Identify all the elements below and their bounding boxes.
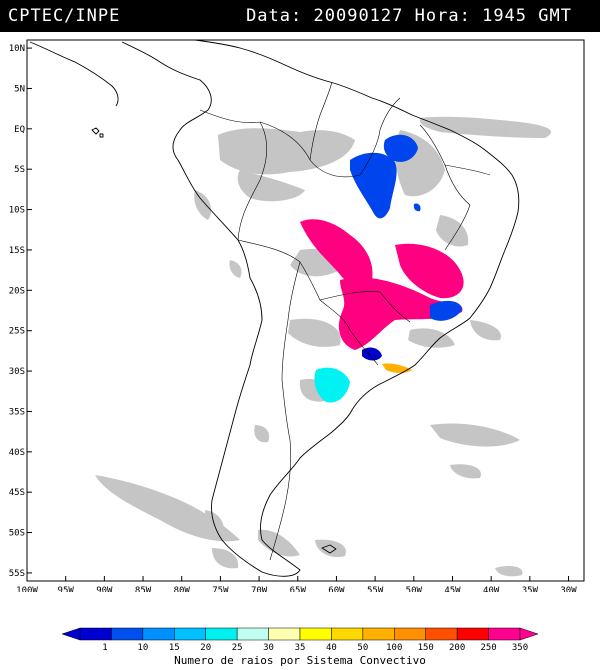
lon-tick-label: 60W <box>328 586 345 592</box>
lon-tick-label: 70W <box>251 586 268 592</box>
legend-label: 15 <box>169 643 180 653</box>
lat-tick-label: 10S <box>9 206 25 216</box>
lon-tick-label: 90W <box>96 586 113 592</box>
system-blue-east <box>430 300 462 321</box>
legend-color-box <box>142 627 175 641</box>
lon-tick-label: 55W <box>367 586 384 592</box>
legend-label: 250 <box>480 643 496 653</box>
lat-tick-label: 30S <box>9 367 25 377</box>
legend-label: 150 <box>418 643 434 653</box>
system-magenta-central-west <box>300 219 373 287</box>
system-blue-north <box>383 134 418 162</box>
legend-color-box <box>79 627 112 641</box>
legend-color-box <box>236 627 269 641</box>
lon-tick-label: 50W <box>406 586 423 592</box>
lat-tick-label: 25S <box>9 327 25 337</box>
legend-label: 25 <box>232 643 243 653</box>
legend-color-box <box>394 627 426 641</box>
lon-tick-label: 80W <box>174 586 191 592</box>
lon-tick-label: 35W <box>522 586 539 592</box>
source-label: CPTEC/INPE <box>8 6 121 26</box>
lat-tick-label: 40S <box>9 448 25 458</box>
lat-tick-label: 50S <box>9 529 25 539</box>
legend-color-box <box>205 627 238 641</box>
lat-tick-label: 45S <box>9 488 25 498</box>
timestamp: Data: 20090127 Hora: 1945 GMT <box>246 6 572 26</box>
lat-tick-label: 5S <box>14 165 25 175</box>
legend-arrow-left <box>61 627 81 641</box>
lat-tick-label: 35S <box>9 407 25 417</box>
lon-tick-label: 85W <box>135 586 152 592</box>
lon-tick-label: 75W <box>212 586 229 592</box>
legend-label: 30 <box>263 643 274 653</box>
date-label: Data: <box>246 6 303 26</box>
map-header: CPTEC/INPE Data: 20090127 Hora: 1945 GMT <box>0 0 600 32</box>
lat-tick-label: 10N <box>9 44 25 54</box>
central-america-coastline <box>29 41 119 107</box>
legend-label: 100 <box>386 643 402 653</box>
legend-color-box <box>488 627 521 641</box>
legend-color-box <box>456 627 489 641</box>
system-blue-amazon <box>350 152 397 219</box>
lon-tick-label: 40W <box>483 586 500 592</box>
legend-label: 35 <box>295 643 306 653</box>
coastlines <box>29 39 520 577</box>
lat-tick-label: EQ <box>14 125 25 135</box>
legend-color-box <box>174 627 206 641</box>
lon-tick-label: 95W <box>58 586 75 592</box>
hour-label: Hora: <box>414 6 471 26</box>
legend-label: 20 <box>200 643 211 653</box>
south-america-coastline <box>121 39 520 577</box>
lon-axis: 100W 95W 90W 85W 80W 75W 70W 65W 60W 55W 50W 45W 40W… <box>16 576 577 592</box>
legend-color-box <box>299 627 332 641</box>
falklands <box>321 544 337 554</box>
legend-boxes <box>61 627 539 641</box>
legend-color-box <box>111 627 144 641</box>
legend-labels: 1 10 15 20 25 30 35 40 50 100 150 200 250 350 <box>102 643 528 653</box>
date-value: 20090127 <box>313 6 404 26</box>
system-blue-south <box>362 347 382 361</box>
system-magenta-south <box>338 277 463 350</box>
color-legend: 1 10 15 20 25 30 35 40 50 100 150 200 250 350 <box>61 627 539 653</box>
legend-color-box <box>331 627 364 641</box>
legend-color-box <box>268 627 301 641</box>
country-borders <box>199 81 491 561</box>
lat-tick-label: 15S <box>9 246 25 256</box>
system-orange <box>382 363 412 373</box>
galapagos <box>91 127 104 138</box>
lon-tick-label: 100W <box>16 586 38 592</box>
system-blue-small <box>413 203 421 212</box>
lat-tick-label: 20S <box>9 286 25 296</box>
legend-arrow-right <box>519 627 539 641</box>
lon-tick-label: 30W <box>560 586 577 592</box>
legend-label: 1 <box>102 643 107 653</box>
legend-label: 200 <box>449 643 465 653</box>
system-magenta-central-east <box>395 243 464 299</box>
lon-tick-label: 65W <box>290 586 307 592</box>
legend-color-box <box>362 627 395 641</box>
legend-label: 350 <box>512 643 528 653</box>
hour-value: 1945 <box>482 6 528 26</box>
lon-tick-label: 45W <box>444 586 461 592</box>
lightning-map: 10N5NEQ5S10S15S20S25S30S35S40S45S50S55S … <box>9 39 585 592</box>
legend-label: 50 <box>357 643 368 653</box>
lightning-systems <box>300 134 464 403</box>
timezone: GMT <box>538 6 572 26</box>
lat-axis: 10N 5N EQ 5S 10S 15S 20S 25S 30S 35S 40S 45S 50S 55S <box>9 44 32 579</box>
legend-color-box <box>425 627 458 641</box>
lat-tick-label: 5N <box>14 84 25 94</box>
lat-tick-label: 55S <box>9 569 25 579</box>
system-cyan <box>314 367 350 403</box>
legend-label: 40 <box>326 643 337 653</box>
legend-label: 10 <box>137 643 148 653</box>
legend-caption: Numero de raios por Sistema Convectivo <box>174 654 426 667</box>
